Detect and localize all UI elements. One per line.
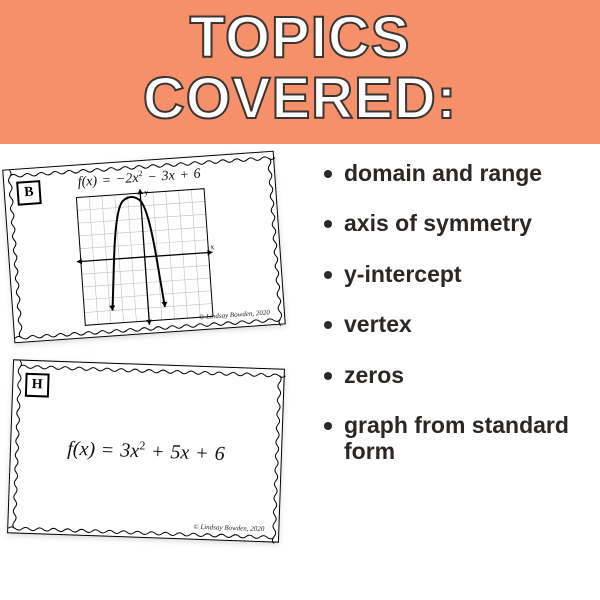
bullet-icon bbox=[324, 271, 332, 279]
parabola-chart: yx bbox=[68, 184, 221, 332]
topic-label: y-intercept bbox=[344, 261, 462, 287]
bullet-icon bbox=[324, 220, 332, 228]
formula-text-2: f(x) = 3x2 + 5x + 6 bbox=[17, 434, 276, 468]
topic-item: zeros bbox=[324, 362, 584, 388]
brand-logo-icon: H bbox=[25, 373, 50, 398]
copyright-text: © Lindsay Bowden, 2020 bbox=[193, 522, 264, 532]
cards-column: B f(x) = −2x2 − 3x + 6 yx © Lindsay Bowd… bbox=[0, 154, 300, 584]
topic-label: domain and range bbox=[344, 160, 542, 186]
svg-text:x: x bbox=[210, 242, 215, 251]
bullet-icon bbox=[324, 170, 332, 178]
topic-item: y-intercept bbox=[324, 261, 584, 287]
topic-item: graph from standard form bbox=[324, 412, 584, 465]
topic-item: vertex bbox=[324, 311, 584, 337]
topic-label: zeros bbox=[344, 362, 404, 388]
topic-item: axis of symmetry bbox=[324, 210, 584, 236]
topic-item: domain and range bbox=[324, 160, 584, 186]
main-content: B f(x) = −2x2 − 3x + 6 yx © Lindsay Bowd… bbox=[0, 144, 600, 584]
topic-label: vertex bbox=[344, 311, 412, 337]
bullet-icon bbox=[324, 321, 332, 329]
topic-label: axis of symmetry bbox=[344, 210, 532, 236]
topics-list: domain and range axis of symmetry y-interc… bbox=[300, 154, 600, 584]
topic-label: graph from standard form bbox=[344, 412, 584, 465]
worksheet-card-formula: H f(x) = 3x2 + 5x + 6 © Lindsay Bowden, … bbox=[7, 359, 285, 542]
brand-logo-icon: B bbox=[16, 180, 42, 206]
bullet-icon bbox=[324, 372, 332, 380]
header-title: TOPICSCOVERED: bbox=[143, 8, 457, 130]
svg-text:y: y bbox=[144, 187, 149, 196]
header-banner: TOPICSCOVERED: bbox=[0, 0, 600, 144]
bullet-icon bbox=[324, 422, 332, 430]
worksheet-card-graph: B f(x) = −2x2 − 3x + 6 yx © Lindsay Bowd… bbox=[2, 151, 285, 344]
